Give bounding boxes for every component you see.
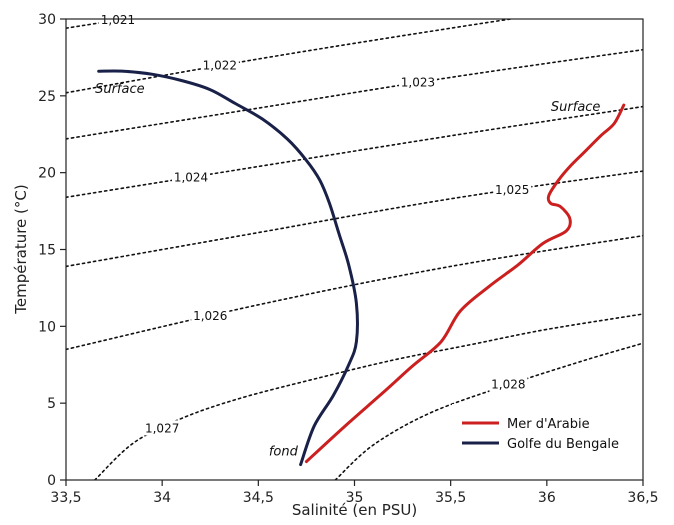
x-tick-label: 35,5 xyxy=(435,490,466,506)
annotation-layer: Surface Surface fond xyxy=(95,82,600,460)
y-tick-label: 0 xyxy=(47,473,56,489)
isopycnal-1-026 xyxy=(66,234,643,351)
isopycnal-label: 1,025 xyxy=(495,183,529,197)
isopycnal-label-bg xyxy=(191,307,230,323)
x-axis-title: Salinité (en PSU) xyxy=(292,501,417,519)
isopycnal-label: 1,026 xyxy=(193,309,227,323)
annotation-surface: Surface xyxy=(95,82,145,97)
legend-label-golfe-du-bengale: Golfe du Bengale xyxy=(507,437,619,452)
axis-layer: 33,5 34 34,5 35 35,5 36 36,5 0 5 10 15 20 25 30 xyxy=(38,12,658,506)
y-tick-label: 5 xyxy=(47,396,56,412)
isopycnal-label-bg xyxy=(489,376,528,392)
isopycnal-label-bg xyxy=(143,420,182,436)
isopycnal-layer xyxy=(66,19,643,480)
annotation-fond: fond xyxy=(269,444,299,459)
isopycnal-1-028 xyxy=(334,342,643,480)
x-tick-label: 34,5 xyxy=(243,490,274,506)
legend: Mer d'Arabie Golfe du Bengale xyxy=(452,404,630,454)
y-axis-title: Température (°C) xyxy=(12,184,30,314)
isopycnal-label: 1,027 xyxy=(145,421,179,435)
series-line-golfe-du-bengale xyxy=(97,69,359,467)
isopycnal-label: 1,023 xyxy=(401,76,435,90)
isopycnal-label-bg xyxy=(200,57,239,73)
isopycnal-label: 1,021 xyxy=(101,13,135,27)
isopycnal-label: 1,022 xyxy=(203,59,237,73)
legend-label-mer-darabie: Mer d'Arabie xyxy=(507,417,590,432)
y-tick-label: 10 xyxy=(38,319,56,335)
isopycnal-label-layer: 1,021 1,022 1,023 1,024 1,025 1,026 1,027 1,028 xyxy=(98,11,532,436)
y-tick-label: 20 xyxy=(38,166,56,182)
x-tick-label: 36,5 xyxy=(627,490,658,506)
y-tick-label: 15 xyxy=(38,243,56,259)
x-tick-label: 36 xyxy=(538,490,556,506)
series-line-mer-d-arabie xyxy=(304,103,626,464)
x-tick-label: 33,5 xyxy=(50,490,81,506)
y-tick-label: 30 xyxy=(38,12,56,28)
annotation-surface: Surface xyxy=(551,100,601,115)
isopycnal-label: 1,024 xyxy=(174,170,208,184)
isopycnal-1-024 xyxy=(66,105,643,199)
x-tick-label: 35 xyxy=(346,490,364,506)
isopycnal-label-bg xyxy=(493,181,532,197)
isopycnal-label-bg xyxy=(398,74,437,90)
isopycnal-1-022 xyxy=(66,19,516,94)
series-layer xyxy=(97,69,626,467)
isopycnal-1-023 xyxy=(66,48,643,140)
isopycnal-label-bg xyxy=(172,169,211,185)
x-tick-label: 34 xyxy=(153,490,171,506)
y-tick-label: 25 xyxy=(38,89,56,105)
legend-box xyxy=(452,404,630,454)
isopycnal-1-025 xyxy=(66,170,643,268)
isopycnal-label: 1,028 xyxy=(491,378,525,392)
